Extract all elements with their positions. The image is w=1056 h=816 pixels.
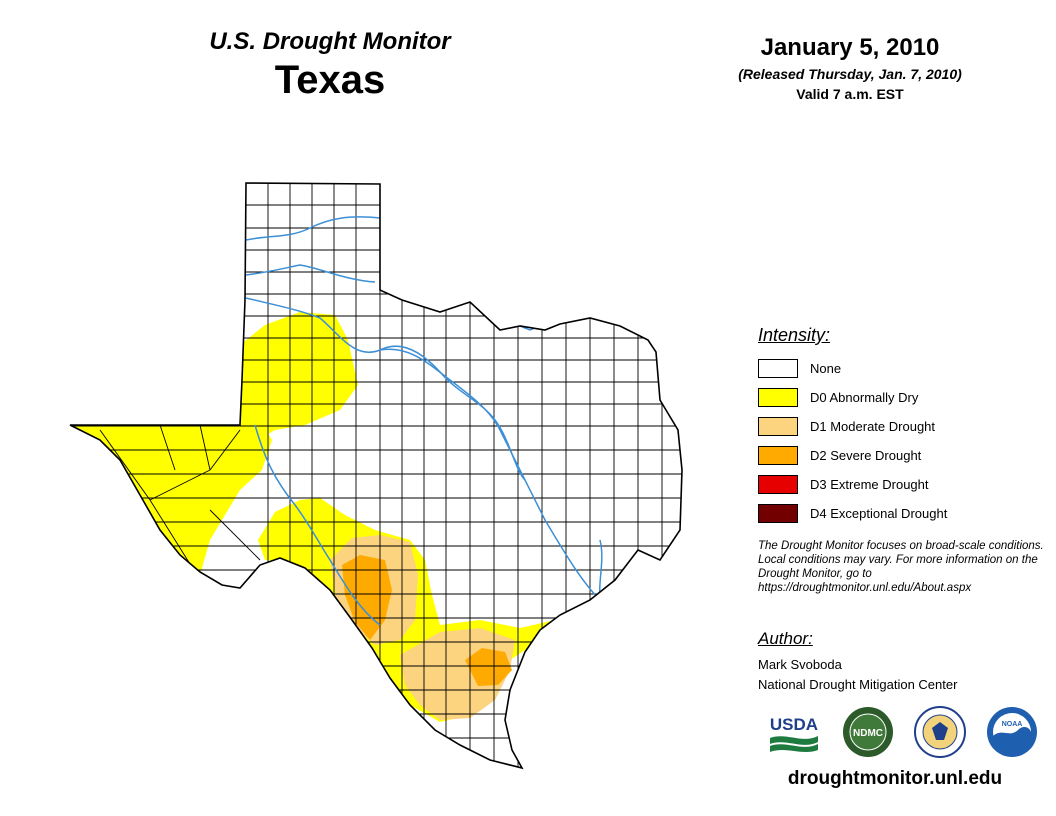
legend-swatch-d1 [758,417,798,436]
legend-item-d1: D1 Moderate Drought [758,412,1038,441]
legend-item-d3: D3 Extreme Drought [758,470,1038,499]
legend-label: D4 Exceptional Drought [810,506,948,521]
legend-swatch-d2 [758,446,798,465]
partner-logos: USDA NDMC NOAA [768,706,1038,762]
usda-logo-text: USDA [770,715,818,734]
d2-region-coastal-bend [465,648,512,686]
texas-drought-map [69,182,683,770]
legend-label: D2 Severe Drought [810,448,922,463]
noaa-logo-text: NOAA [1002,721,1023,728]
legend-label: None [810,361,842,376]
map-title: U.S. Drought Monitor [209,28,451,55]
author-name: Mark Svoboda [758,657,842,672]
legend-swatch-d0 [758,388,798,407]
legend-item-d0: D0 Abnormally Dry [758,383,1038,412]
release-date: (Released Thursday, Jan. 7, 2010) [738,66,962,82]
legend-item-none: None [758,354,1038,383]
ndmc-logo-text: NDMC [853,728,883,739]
author-org: National Drought Mitigation Center [758,677,958,692]
d0-region-rolling-plains [240,312,358,440]
usda-logo-icon: USDA [770,715,818,752]
site-url[interactable]: droughtmonitor.unl.edu [787,768,1003,789]
legend-label: D0 Abnormally Dry [810,390,919,405]
legend-item-d2: D2 Severe Drought [758,441,1038,470]
drought-monitor-note: The Drought Monitor focuses on broad-sca… [758,540,1044,594]
legend-swatch-d4 [758,504,798,523]
legend-swatch-d3 [758,475,798,494]
header-right: January 5, 2010 (Released Thursday, Jan.… [700,34,1000,102]
valid-time: Valid 7 a.m. EST [796,86,904,102]
map-region: Texas [274,58,386,102]
legend-label: D1 Moderate Drought [810,419,936,434]
legend-item-d4: D4 Exceptional Drought [758,499,1038,528]
legend-label: D3 Extreme Drought [810,477,929,492]
texas-border [69,182,683,770]
legend: Intensity: None D0 Abnormally Dry D1 Mod… [758,325,1038,528]
d2-region-south-texas [342,555,392,640]
legend-title: Intensity: [758,325,831,345]
header-left: U.S. Drought Monitor Texas [150,28,510,103]
commerce-seal-icon [914,706,966,758]
author-block: Mark Svoboda National Drought Mitigation… [758,655,957,695]
rivers [245,216,603,626]
legend-swatch-none [758,359,798,378]
noaa-logo-icon: NOAA [987,707,1037,757]
ndmc-logo-icon: NDMC [843,707,893,757]
author-title: Author: [758,629,813,648]
map-date: January 5, 2010 [760,34,940,61]
